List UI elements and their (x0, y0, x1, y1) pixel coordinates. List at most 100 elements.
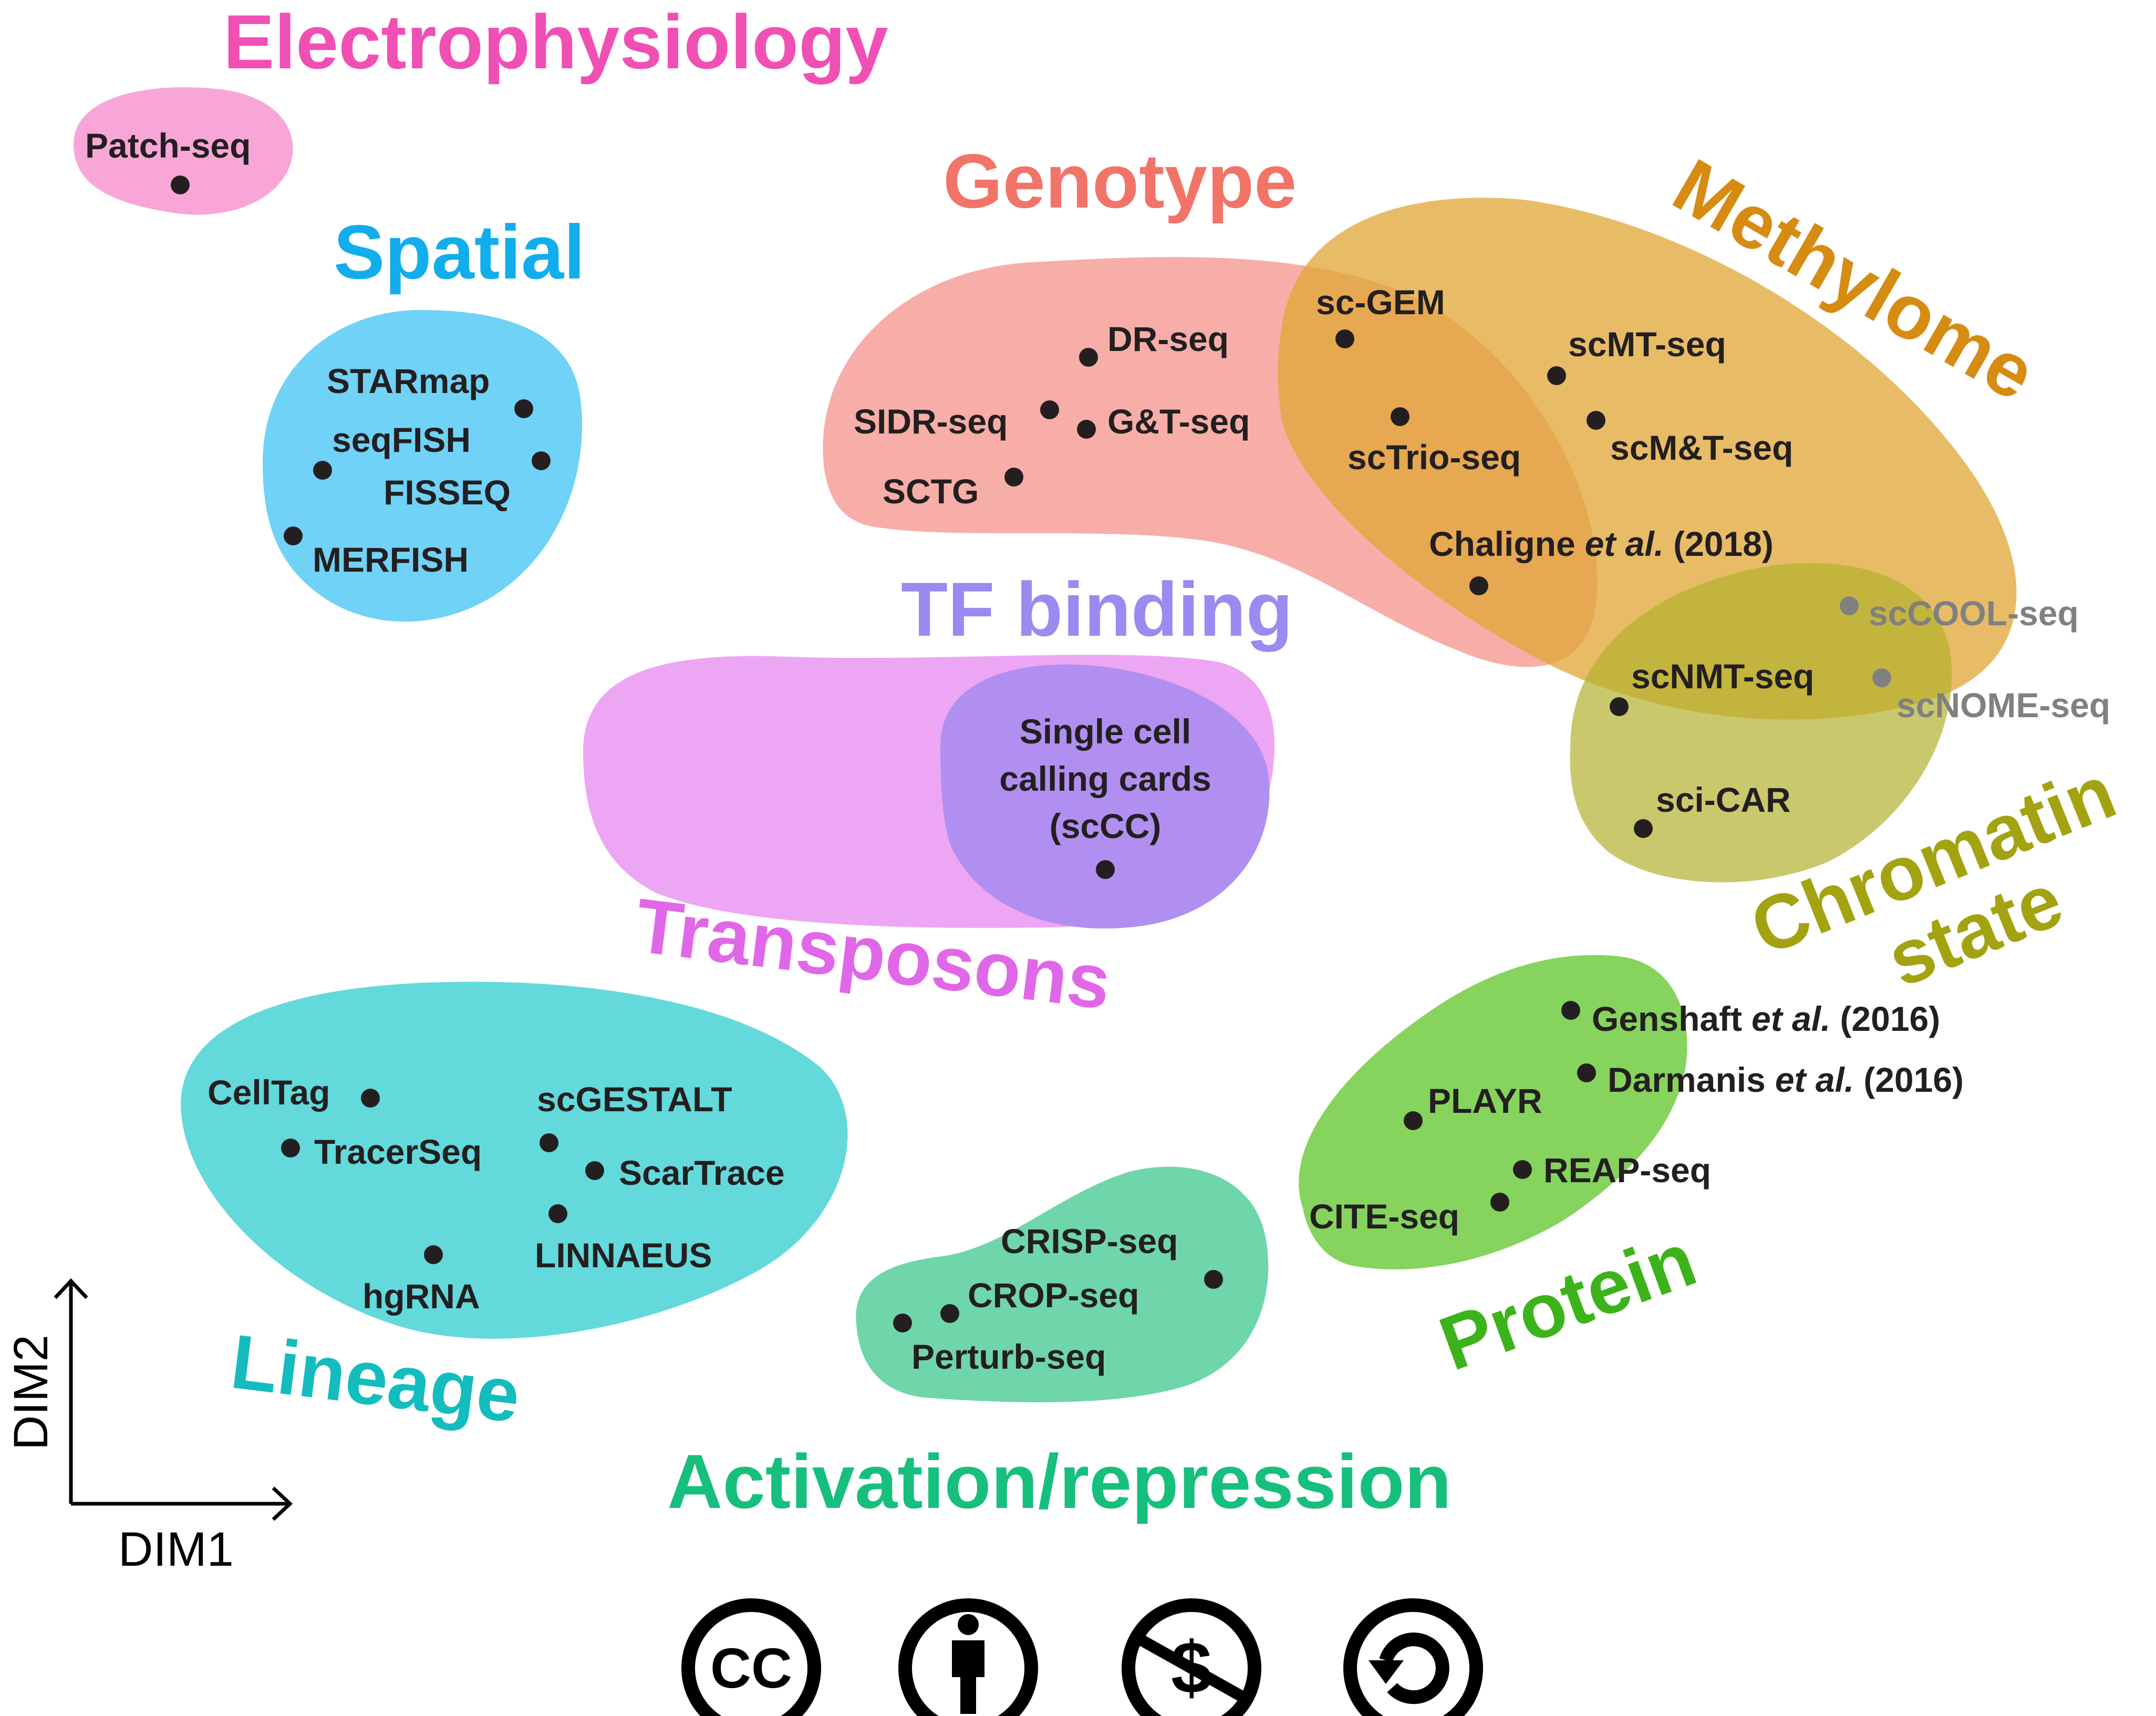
spatial-title: Spatial (334, 209, 585, 295)
method-label-tracerseq: TracerSeq (314, 1132, 482, 1171)
method-label-sctg: SCTG (883, 472, 979, 511)
method-label-playr: PLAYR (1428, 1081, 1542, 1120)
darmanis-year: (2016) (1863, 1060, 1964, 1099)
method-label-sc-gem: sc-GEM (1316, 283, 1445, 322)
method-label-sccool-seq: scCOOL-seq (1869, 594, 2079, 633)
chaligne-etal: et al. (1585, 524, 1664, 563)
nc-noncommercial-icon: $ (1122, 1598, 1261, 1716)
axes (54, 1278, 293, 1521)
method-label-scgestalt: scGESTALT (537, 1080, 732, 1119)
cc-license-icon: CC (681, 1598, 821, 1716)
method-dot-scgestalt (540, 1133, 558, 1152)
method-label-fisseq: FISSEQ (383, 473, 511, 512)
method-dot-seqfish (313, 461, 332, 480)
electrophysiology-region (74, 87, 293, 215)
method-dot-scartrace (585, 1161, 604, 1180)
method-dot-patch-seq (171, 175, 190, 194)
method-dot-perturb-seq (893, 1314, 912, 1332)
method-dot-hgrna (424, 1245, 443, 1264)
method-dot-genshaft (1561, 1001, 1580, 1020)
method-label-cite-seq: CITE-seq (1309, 1197, 1459, 1236)
method-label-sci-car: sci-CAR (1656, 780, 1791, 819)
method-label-chaligne: Chaligne et al. (2018) (1429, 524, 1774, 563)
method-label-sccc-line1: Single cell (1020, 712, 1191, 751)
darmanis-etal: et al. (1775, 1060, 1854, 1099)
y-axis-label: DIM2 (4, 1335, 58, 1450)
method-label-merfish: MERFISH (313, 540, 469, 579)
method-label-scnmt-seq: scNMT-seq (1631, 657, 1814, 696)
method-label-linnaeus: LINNAEUS (535, 1236, 712, 1275)
method-dot-chaligne (1469, 576, 1488, 595)
method-label-celltag: CellTag (208, 1073, 330, 1112)
genshaft-etal: et al. (1751, 999, 1830, 1038)
method-dot-sc-gem (1335, 329, 1354, 348)
method-dot-sccc (1096, 860, 1115, 879)
chromatin-state-blob (1570, 563, 1952, 883)
genshaft-year: (2016) (1840, 999, 1940, 1038)
cc-icon-text: CC (710, 1636, 792, 1700)
method-dot-scnmt-seq (1610, 697, 1629, 716)
method-label-gt-seq: G&T-seq (1107, 402, 1250, 441)
method-label-seqfish: seqFISH (332, 420, 471, 459)
license-icons: CC $ (681, 1598, 1483, 1716)
method-label-patch-seq: Patch-seq (85, 126, 251, 165)
method-dot-cite-seq (1490, 1193, 1509, 1212)
darmanis-name: Darmanis (1608, 1060, 1766, 1099)
method-dot-scmt-seq2 (1587, 411, 1605, 430)
chromatin-state-region (1570, 563, 1952, 883)
lineage-region (181, 981, 848, 1339)
method-dot-sci-car (1634, 819, 1653, 838)
method-label-crisp-seq: CRISP-seq (1001, 1222, 1178, 1260)
method-label-darmanis: Darmanis et al. (2016) (1608, 1060, 1964, 1099)
electrophysiology-title: Electrophysiology (223, 0, 888, 85)
spatial-blob (263, 310, 583, 622)
genshaft-name: Genshaft (1592, 999, 1742, 1038)
spatial-region (263, 310, 583, 622)
lineage-blob (181, 981, 848, 1339)
method-dot-merfish (284, 526, 303, 545)
activation-repression-region (856, 1166, 1269, 1402)
chaligne-year: (2018) (1673, 524, 1774, 563)
method-dot-gt-seq (1077, 420, 1096, 439)
method-dot-sidr-seq (1040, 400, 1059, 419)
method-dot-crisp-seq (1204, 1270, 1223, 1289)
electrophysiology-blob (74, 87, 293, 215)
method-label-scmt-seq: scMT-seq (1568, 325, 1726, 364)
method-dot-playr (1404, 1111, 1423, 1130)
protein-blob (1299, 955, 1687, 1269)
method-dot-reap-seq (1513, 1160, 1532, 1179)
activation-repression-title: Activation/repression (667, 1439, 1452, 1524)
method-label-hgrna: hgRNA (362, 1277, 480, 1316)
by-attribution-icon (898, 1598, 1038, 1716)
method-label-sctrio-seq: scTrio-seq (1348, 438, 1521, 477)
method-dot-dr-seq (1079, 348, 1098, 367)
genotype-title: Genotype (943, 138, 1297, 224)
method-dot-fisseq (532, 451, 551, 470)
x-axis-label: DIM1 (118, 1523, 234, 1576)
method-dot-darmanis (1577, 1063, 1596, 1082)
methods: Patch-seq STARmap seqFISH FISSEQ MERFISH… (85, 126, 2110, 1376)
method-label-scmt-seq2: scM&T-seq (1610, 428, 1793, 467)
tf-binding-region (940, 664, 1270, 929)
method-label-sccc-line2: calling cards (999, 759, 1211, 798)
tf-binding-title: TF binding (901, 566, 1293, 652)
method-dot-crop-seq (940, 1304, 959, 1323)
method-dot-tracerseq (281, 1139, 300, 1157)
method-dot-linnaeus (548, 1204, 567, 1223)
method-dot-starmap (514, 399, 533, 418)
method-dot-sctg (1004, 468, 1023, 487)
method-label-starmap: STARmap (327, 361, 490, 400)
method-label-dr-seq: DR-seq (1107, 319, 1229, 358)
activation-repression-blob (856, 1166, 1269, 1402)
method-label-perturb-seq: Perturb-seq (911, 1337, 1106, 1376)
method-dot-sccool-seq (1840, 596, 1859, 615)
method-dot-scmt-seq (1547, 366, 1566, 385)
method-label-sccc-line3: (scCC) (1050, 807, 1162, 845)
y-axis-arrowhead (54, 1278, 88, 1299)
method-dot-sctrio-seq (1391, 407, 1409, 426)
method-label-genshaft: Genshaft et al. (2016) (1592, 999, 1940, 1038)
x-axis-arrowhead (272, 1486, 293, 1521)
chaligne-name: Chaligne (1429, 524, 1575, 563)
method-label-scnome-seq: scNOME-seq (1896, 686, 2110, 725)
method-label-reap-seq: REAP-seq (1543, 1151, 1711, 1190)
